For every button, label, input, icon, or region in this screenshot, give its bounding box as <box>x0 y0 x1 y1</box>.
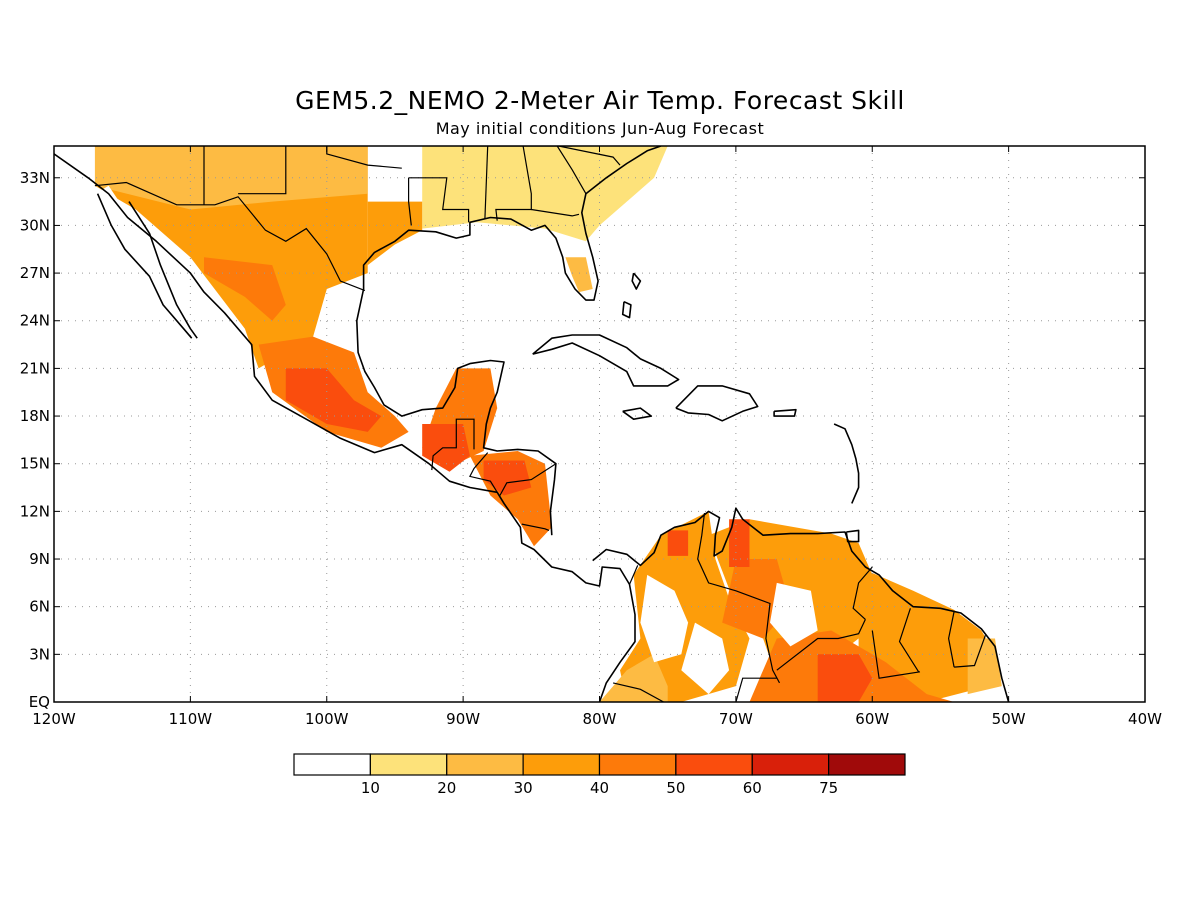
border-us-state-ar-la <box>408 177 470 223</box>
border-usa-mexico <box>94 181 366 292</box>
colorbar-swatch <box>675 753 753 776</box>
coastline-baja-gulf-coast <box>128 201 198 339</box>
lon-tick-label: 70W <box>719 710 753 728</box>
border-colombia-venezuela <box>697 512 781 684</box>
chart-title: GEM5.2_NEMO 2-Meter Air Temp. Forecast S… <box>295 86 905 115</box>
skill-region-mexico-core <box>285 368 382 432</box>
lat-tick-label: 18N <box>20 407 50 425</box>
colorbar-label: 75 <box>819 779 838 797</box>
border-suriname-frguiana <box>947 611 955 668</box>
coastline-gulf-coast <box>592 507 1010 702</box>
border-us-state-ga-sc <box>556 146 587 194</box>
skill-region-usa-southeast <box>422 146 668 242</box>
coastline-north-america-coast <box>54 153 636 702</box>
lat-tick-label: EQ <box>29 693 50 711</box>
coastline-baja-pacific <box>96 193 193 339</box>
colorbar-swatch <box>751 753 830 776</box>
skill-region-ecuador-peru <box>599 654 668 702</box>
colorbar-swatch <box>828 753 906 776</box>
lon-tick-label: 110W <box>169 710 213 728</box>
lon-tick-label: 120W <box>32 710 76 728</box>
coastline-trinidad <box>845 529 860 543</box>
lon-tick-label: 50W <box>992 710 1026 728</box>
skill-gap-colombia-hole-2 <box>681 622 730 695</box>
colorbar-label: 50 <box>666 779 685 797</box>
border-panama-colombia <box>628 565 639 585</box>
skill-region-mexico-sierra <box>204 257 286 321</box>
skill-region-venezuela-north <box>729 519 750 567</box>
lat-tick-label: 12N <box>20 502 50 520</box>
skill-region-brazil-core <box>817 654 873 702</box>
coastline-cuba <box>532 334 680 387</box>
skill-region-usa-southwest <box>94 146 368 210</box>
border-venezuela-brazil <box>776 619 866 671</box>
coastlines <box>54 146 1010 702</box>
skill-hole-layer <box>94 185 818 695</box>
border-nicaragua-costarica <box>521 523 550 531</box>
colorbar-label: 60 <box>743 779 762 797</box>
border-venezuela-guyana <box>852 566 873 620</box>
lon-tick-label: 60W <box>855 710 889 728</box>
border-frguiana-brazil <box>954 635 986 668</box>
coastline-jamaica <box>622 407 653 421</box>
coastline-hispaniola <box>675 385 759 422</box>
skill-gap-venezuela-hole <box>770 582 818 647</box>
skill-gap-colombia-hole <box>640 574 689 663</box>
colorbar-label: 30 <box>514 779 533 797</box>
border-colombia-peru-brazil <box>735 677 777 702</box>
lon-tick-label: 40W <box>1128 710 1162 728</box>
colorbar: 10 20 30 40 50 60 75 <box>293 753 906 797</box>
lat-tick-label: 6N <box>29 598 50 616</box>
colorbar-swatch <box>369 753 448 776</box>
border-mexico-guatemala <box>431 418 475 471</box>
lat-tick-label: 33N <box>20 169 50 187</box>
coastline-antilles-arc <box>833 423 860 504</box>
lat-tick-label: 27N <box>20 264 50 282</box>
skill-region-texas-gulf <box>367 201 423 266</box>
coastline-puerto-rico <box>773 408 797 417</box>
lat-tick-label: 24N <box>20 312 50 330</box>
border-us-state-nm-tx <box>238 146 287 195</box>
colorbar-swatch <box>446 753 524 776</box>
skill-region-florida <box>565 257 593 293</box>
border-colombia-ecuador <box>612 682 664 702</box>
lat-tick-label: 30N <box>20 216 50 234</box>
lon-tick-label: 90W <box>446 710 480 728</box>
border-us-state-ga-fl <box>531 208 580 217</box>
lat-tick-label: 15N <box>20 455 50 473</box>
border-brazil-guyana <box>871 630 921 679</box>
lat-tick-label: 21N <box>20 359 50 377</box>
coastline-caribbean-central <box>355 146 662 536</box>
border-honduras-nicaragua <box>499 463 557 496</box>
coastline-bahamas-abaco <box>631 272 642 290</box>
skill-region-amapa <box>967 638 1002 695</box>
chart-subtitle: May initial conditions Jun-Aug Forecast <box>435 119 765 138</box>
lon-tick-label: 100W <box>305 710 349 728</box>
skill-region-honduras-core <box>483 460 532 496</box>
colorbar-label: 20 <box>437 779 456 797</box>
skill-gap-baja-calif <box>94 185 198 340</box>
border-guatemala-honduras <box>469 452 498 493</box>
border-us-state-sc-nc <box>558 146 621 166</box>
political-borders <box>94 146 986 702</box>
lon-tick-label: 80W <box>583 710 617 728</box>
lat-tick-label: 9N <box>29 550 50 568</box>
colorbar-label: 10 <box>361 779 380 797</box>
border-us-state-ms-al <box>484 146 489 220</box>
lat-tick-label: 3N <box>29 645 50 663</box>
border-us-state-tx-la <box>408 177 412 226</box>
border-guyana-suriname <box>898 608 920 673</box>
colorbar-label: 40 <box>590 779 609 797</box>
colorbar-swatch <box>598 753 677 776</box>
colorbar-swatch <box>522 753 601 776</box>
coastline-bahamas-andros <box>621 300 632 319</box>
skill-region-colombia-north <box>667 530 689 556</box>
colorbar-swatch <box>293 753 371 776</box>
